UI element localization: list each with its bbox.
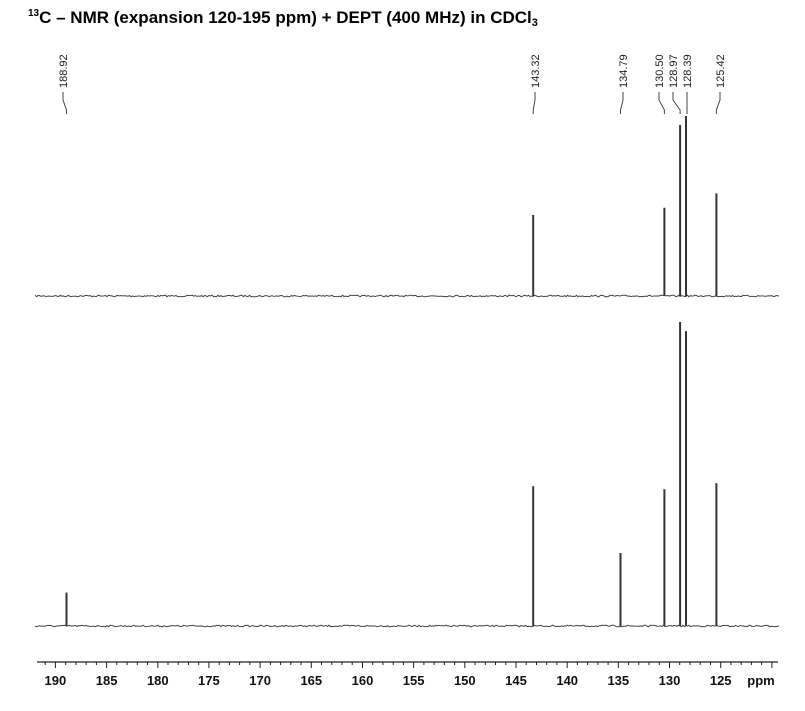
chart-title: 13C – NMR (expansion 120-195 ppm) + DEPT… bbox=[28, 8, 538, 29]
peak-label: 130.50 bbox=[654, 54, 666, 88]
dept-spectrum bbox=[34, 116, 780, 298]
x-tick-label: 135 bbox=[607, 673, 629, 688]
x-tick-label: 150 bbox=[454, 673, 476, 688]
peak-leader-line bbox=[715, 92, 721, 114]
title-main: C – NMR (expansion 120-195 ppm) + DEPT (… bbox=[39, 8, 532, 27]
carbon-baseline bbox=[34, 624, 780, 628]
peak-leader-line bbox=[62, 92, 67, 114]
x-tick-label: 160 bbox=[352, 673, 374, 688]
peak-leader-line bbox=[532, 92, 536, 114]
peak-leader-line bbox=[620, 92, 624, 114]
x-tick-label: 165 bbox=[300, 673, 322, 688]
peak-label: 125.42 bbox=[715, 54, 727, 88]
x-tick-label: 185 bbox=[96, 673, 118, 688]
x-tick-label: 125 bbox=[710, 673, 732, 688]
title-subscript: 3 bbox=[531, 17, 538, 29]
peak-label: 188.92 bbox=[58, 54, 70, 88]
peak-label: 134.79 bbox=[618, 54, 630, 88]
peak-labels: 188.92 143.32 134.79 130.50 128.97 128.39 125.… bbox=[58, 54, 727, 114]
x-tick-label: 145 bbox=[505, 673, 527, 688]
peak-leader-line bbox=[672, 92, 681, 114]
x-axis: 190 185 180 175 170 165 160 155 150 145 140 135 130 1… bbox=[37, 661, 778, 688]
carbon-spectrum bbox=[34, 322, 780, 628]
x-tick-label: 170 bbox=[249, 673, 271, 688]
x-tick-label: 175 bbox=[198, 673, 220, 688]
x-tick-label: 140 bbox=[556, 673, 578, 688]
title-superscript: 13 bbox=[28, 8, 40, 19]
peak-label: 143.32 bbox=[530, 54, 542, 88]
dept-baseline bbox=[34, 294, 780, 298]
x-tick-label: 155 bbox=[403, 673, 425, 688]
peak-label: 128.97 bbox=[668, 54, 680, 88]
x-tick-label: 190 bbox=[45, 673, 67, 688]
peak-label: 128.39 bbox=[682, 54, 694, 88]
peak-leader-line bbox=[658, 92, 665, 114]
x-tick-label: 130 bbox=[659, 673, 681, 688]
x-axis-unit: ppm bbox=[747, 673, 774, 688]
x-tick-label: 180 bbox=[147, 673, 169, 688]
